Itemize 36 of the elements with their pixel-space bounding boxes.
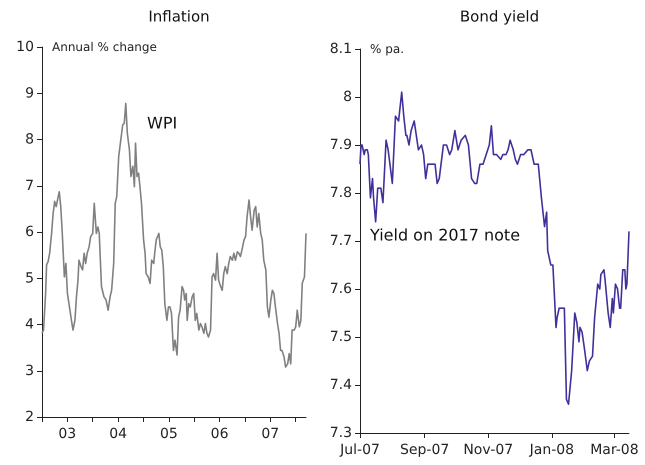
annotation: WPI xyxy=(147,114,178,132)
x-tick-label: 04 xyxy=(109,426,128,442)
y-tick-label: 4 xyxy=(25,316,34,332)
line-series xyxy=(41,102,307,368)
y-tick-label: 5 xyxy=(25,270,34,286)
x-tick-label: Jan-08 xyxy=(528,442,574,458)
y-tick-label: 7.8 xyxy=(330,185,352,201)
x-tick-label: 06 xyxy=(210,426,229,442)
chart-title: Bond yield xyxy=(460,8,540,26)
x-tick-label: 07 xyxy=(261,426,280,442)
x-tick-label: Mar-08 xyxy=(590,442,639,458)
y-tick-label: 8.1 xyxy=(330,41,352,57)
x-tick-label: Jul-07 xyxy=(339,442,380,458)
line-series xyxy=(359,91,630,405)
y-tick-label: 7.6 xyxy=(330,281,352,297)
y-tick-label: 7.5 xyxy=(330,329,352,345)
y-tick-label: 6 xyxy=(25,224,34,240)
y-tick-label: 7.3 xyxy=(330,425,352,441)
annotation: Yield on 2017 note xyxy=(369,226,520,244)
y-axis-title: Annual % change xyxy=(52,40,157,54)
y-tick-label: 7.7 xyxy=(330,233,352,249)
x-tick-label: Nov-07 xyxy=(463,442,514,458)
y-tick-label: 9 xyxy=(25,85,34,102)
y-tick-label: 8 xyxy=(25,132,34,148)
y-tick-label: 2 xyxy=(25,409,34,425)
x-tick-label: 05 xyxy=(160,426,178,442)
y-tick-label: 3 xyxy=(25,362,34,379)
chart-title: Inflation xyxy=(148,8,210,26)
y-tick-label: 7 xyxy=(25,178,34,194)
x-tick-label: Sep-07 xyxy=(400,442,450,458)
y-tick-label: 8 xyxy=(343,89,352,105)
y-tick-label: 7.4 xyxy=(330,377,352,393)
y-tick-label: 10 xyxy=(16,39,34,55)
y-tick-label: 7.9 xyxy=(330,137,352,153)
y-axis-title: % pa. xyxy=(370,42,404,56)
x-tick-label: 03 xyxy=(58,426,76,442)
